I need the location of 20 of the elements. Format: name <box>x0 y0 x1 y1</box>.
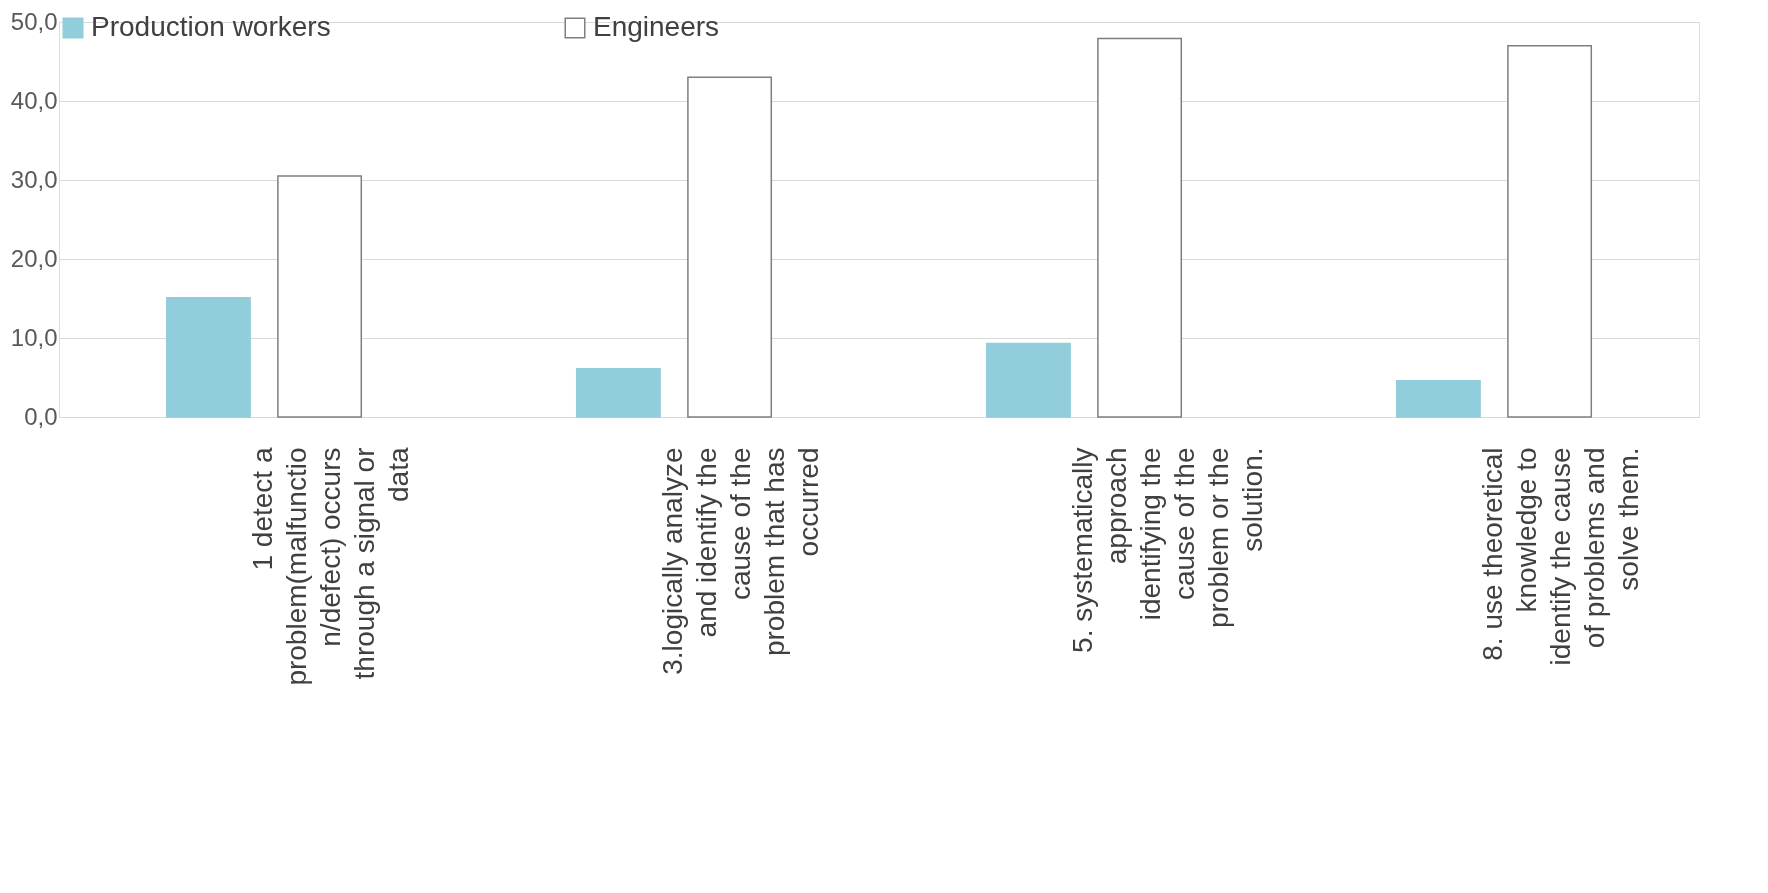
y-tick-label: 0,0 <box>24 402 58 430</box>
legend-label: Production workers <box>91 11 331 42</box>
y-tick-label: 40,0 <box>10 86 58 114</box>
bar <box>1097 37 1183 418</box>
bar <box>575 368 661 418</box>
x-tick-label: 1 detect a problem(malfunctio n/defect) occurs through a signal or data <box>247 447 414 686</box>
legend-label: Engineers <box>593 11 720 42</box>
bar <box>687 76 773 418</box>
y-tick-label: 10,0 <box>10 323 58 351</box>
x-tick-label: 3.logically analyze and identify the cause of the problem that has occurred <box>657 447 824 675</box>
y-tick-label: 20,0 <box>10 244 58 272</box>
bar <box>165 296 251 418</box>
x-tick-label: 5. systematically approach identifying the cause of the problem or the solution. <box>1067 447 1268 653</box>
bar <box>985 342 1071 418</box>
y-tick-label: 30,0 <box>10 165 58 193</box>
bar <box>1507 44 1593 418</box>
x-tick-label: 8. use theoretical knowledge to identify the cause of problems and solve them. <box>1477 447 1644 666</box>
bar <box>1395 379 1481 418</box>
y-tick-label: 50,0 <box>10 7 58 35</box>
bar <box>277 175 363 418</box>
